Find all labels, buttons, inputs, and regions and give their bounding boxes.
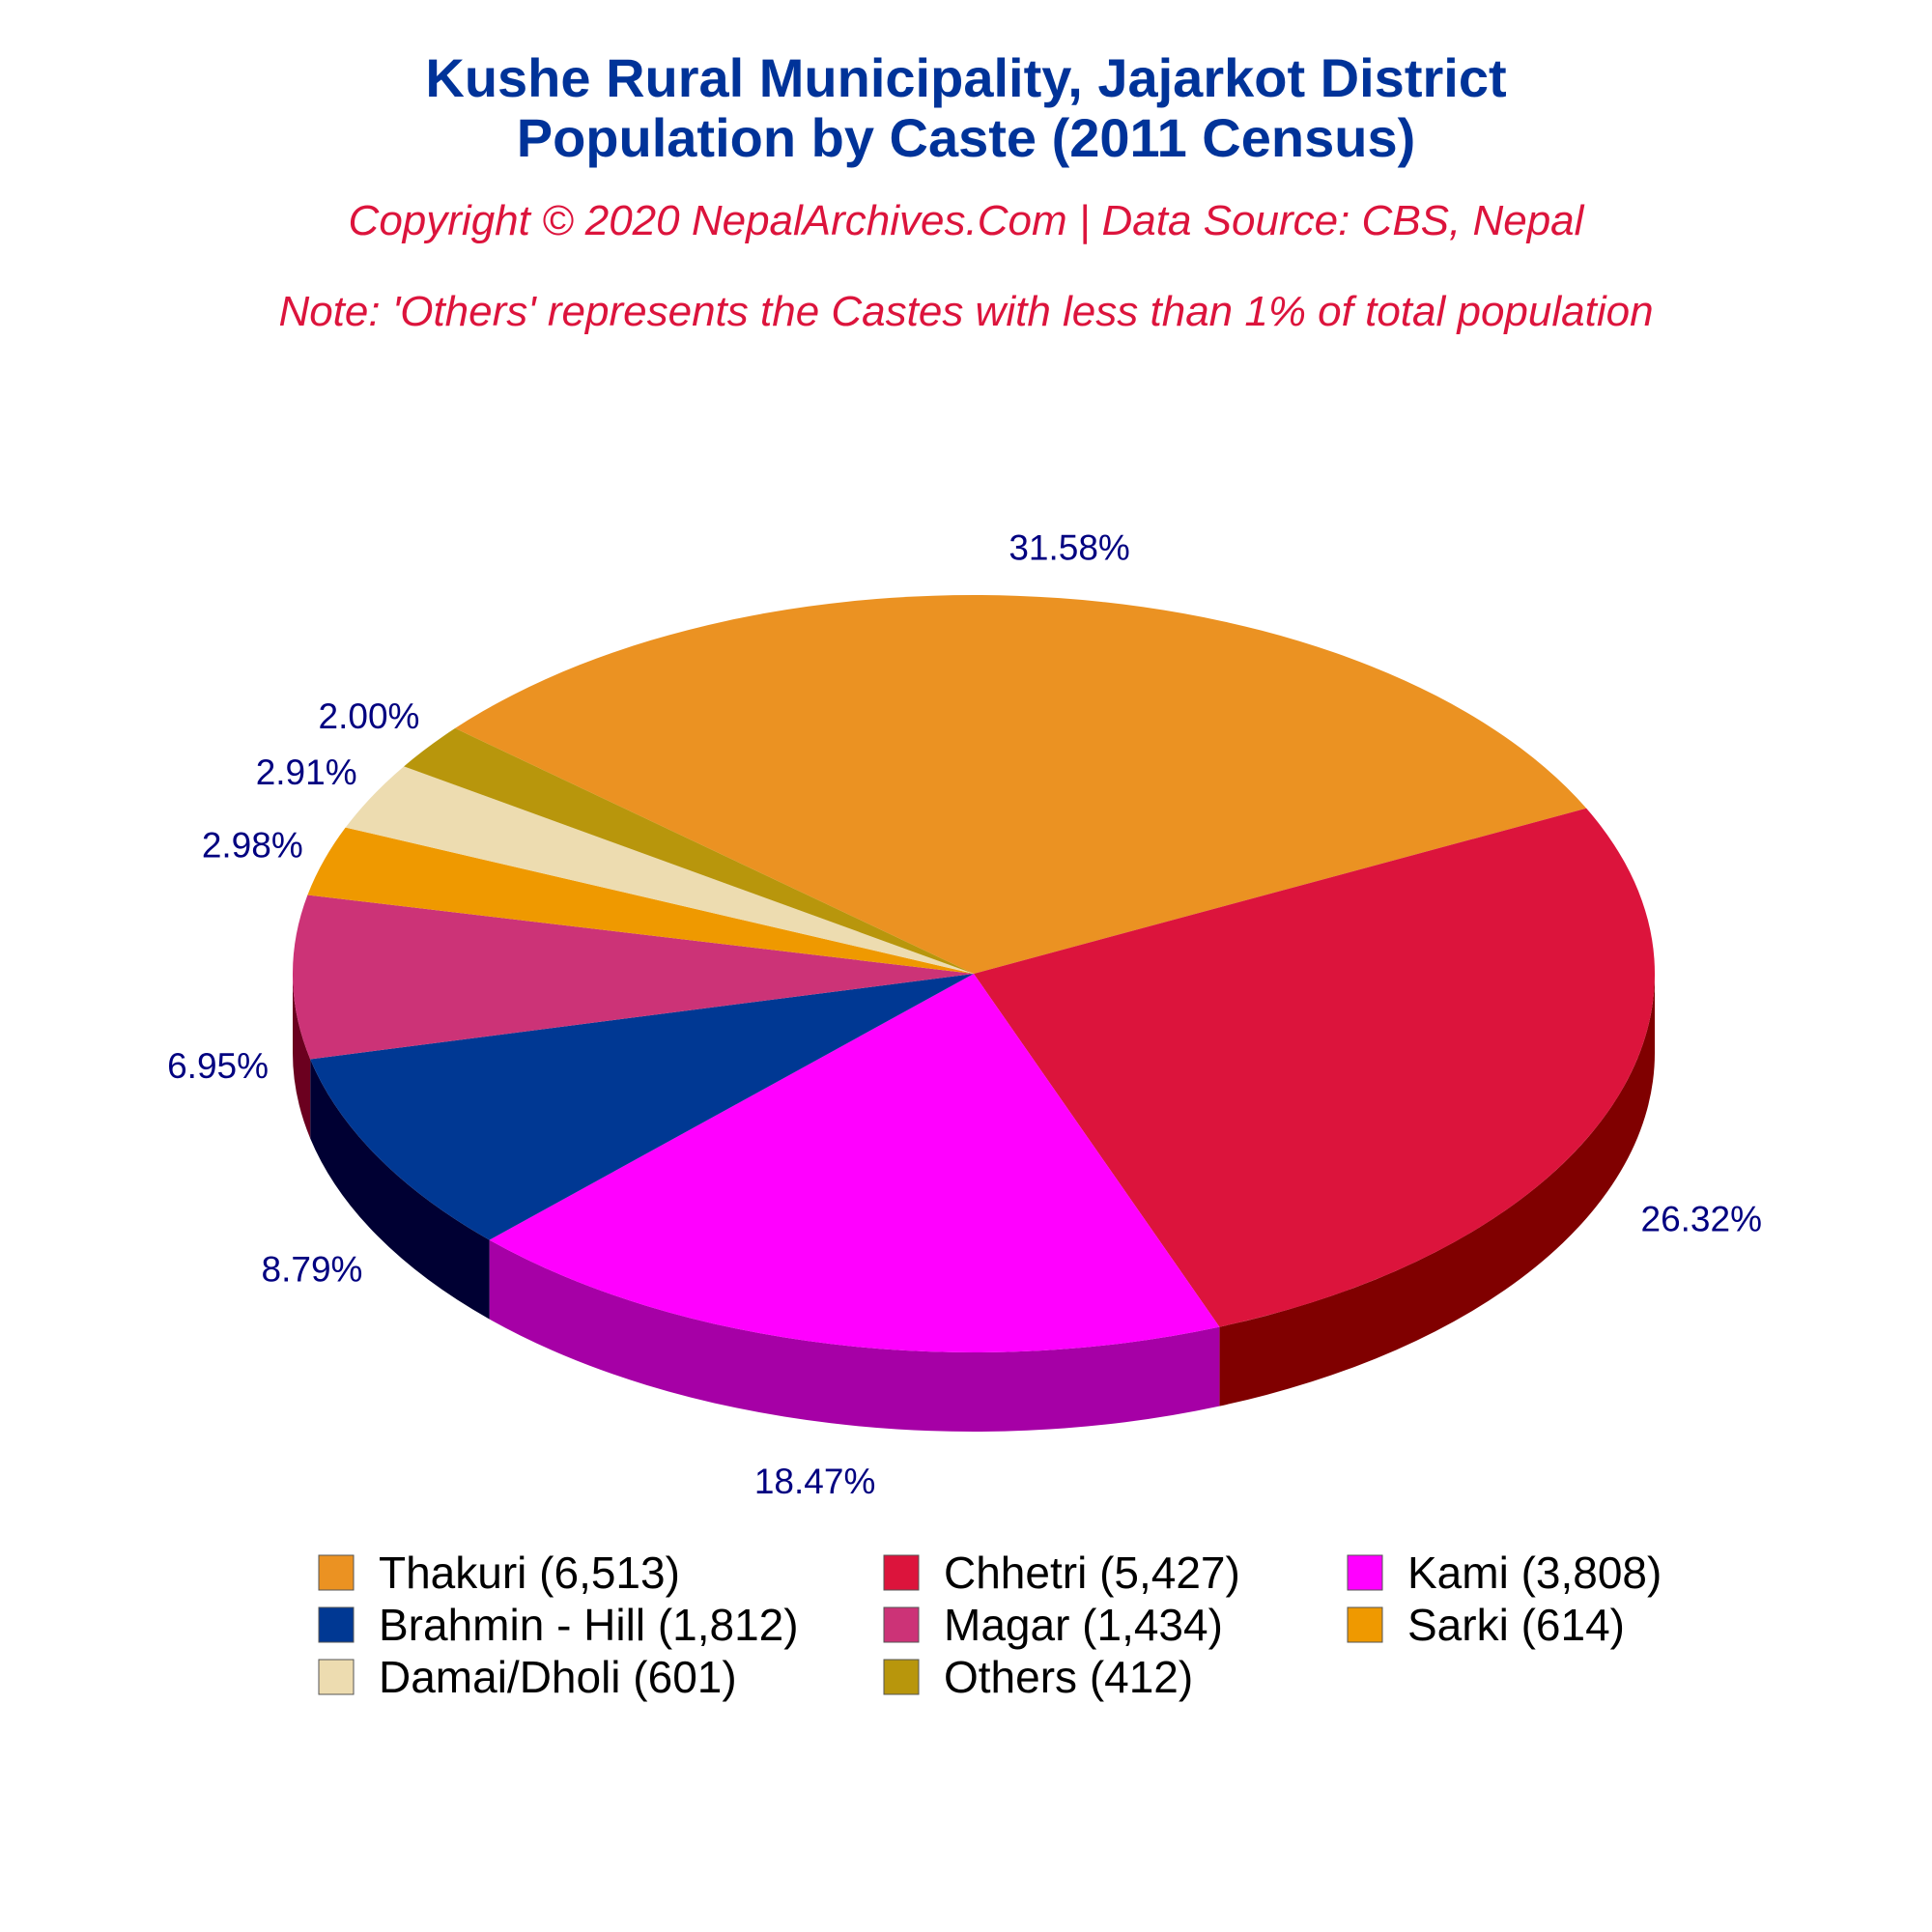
legend-swatch-magar [883, 1606, 920, 1643]
pie-percent-labels: 31.58% 26.32% 18.47% 8.79% 6.95% 2.98% 2.91% 2.… [167, 528, 1762, 1502]
percent-label-chhetri: 26.32% [1641, 1200, 1763, 1239]
pie-slice-thakuri [455, 595, 1587, 974]
percent-label-sarki: 2.98% [202, 826, 303, 866]
percent-label-others: 2.00% [319, 696, 420, 736]
copyright-subtitle: Copyright © 2020 NepalArchives.Com | Dat… [349, 197, 1585, 244]
legend-label-chhetri: Chhetri (5,427) [944, 1548, 1240, 1598]
legend-label-sarki: Sarki (614) [1407, 1600, 1625, 1650]
pie-side-kami [489, 1239, 1220, 1432]
legend-label-damai-dholi: Damai/Dholi (601) [379, 1652, 737, 1702]
legend-swatch-thakuri [318, 1554, 355, 1591]
pie-slice-kami [489, 974, 1220, 1352]
pie-slice-magar [292, 895, 974, 1060]
pie-side-brahmin-hill [310, 1059, 490, 1320]
pie-slice-brahmin-hill [310, 974, 974, 1240]
legend-label-thakuri: Thakuri (6,513) [379, 1548, 680, 1598]
pie-side-chhetri [1219, 974, 1655, 1406]
pie-slice-others [404, 727, 974, 974]
pie-tops [292, 595, 1656, 1352]
percent-label-thakuri: 31.58% [1009, 528, 1130, 568]
legend-swatch-chhetri [883, 1554, 920, 1591]
pie-slice-sarki [307, 827, 974, 974]
chart-title-line2: Population by Caste (2011 Census) [517, 107, 1415, 168]
percent-label-damai-dholi: 2.91% [256, 753, 357, 792]
note-subtitle: Note: 'Others' represents the Castes wit… [278, 288, 1653, 335]
legend-label-kami: Kami (3,808) [1407, 1548, 1662, 1598]
percent-label-magar: 6.95% [167, 1046, 269, 1086]
legend-swatch-kami [1347, 1554, 1383, 1591]
percent-label-brahmin-hill: 8.79% [262, 1249, 363, 1289]
legend-label-magar: Magar (1,434) [944, 1600, 1223, 1650]
percent-label-kami: 18.47% [754, 1462, 876, 1501]
legend: Thakuri (6,513) Chhetri (5,427) Kami (3,80… [318, 1548, 1662, 1702]
legend-swatch-damai-dholi [318, 1659, 355, 1695]
pie-sides [293, 974, 1655, 1432]
legend-swatch-brahmin-hill [318, 1606, 355, 1643]
legend-label-brahmin-hill: Brahmin - Hill (1,812) [379, 1600, 799, 1650]
pie-slice-damai-dholi [345, 766, 974, 974]
legend-label-others: Others (412) [944, 1652, 1193, 1702]
chart-title-line1: Kushe Rural Municipality, Jajarkot Distr… [425, 47, 1506, 108]
legend-swatch-others [883, 1659, 920, 1695]
pie-slice-chhetri [974, 808, 1656, 1327]
pie-side-magar [293, 974, 311, 1139]
legend-swatch-sarki [1347, 1606, 1383, 1643]
